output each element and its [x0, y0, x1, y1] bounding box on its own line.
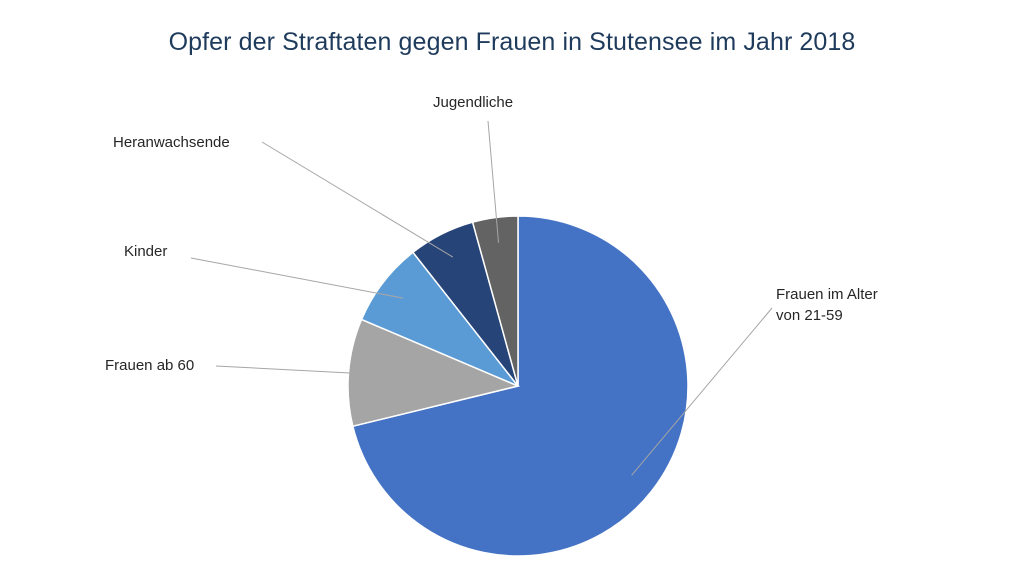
slice-label: Heranwachsende — [113, 134, 230, 151]
leader-line — [631, 307, 773, 476]
leader-lines — [190, 120, 773, 476]
leader-line — [215, 365, 375, 375]
slice-labels: Frauen im Alter von 21-59 Frauen ab 60 Kind… — [105, 94, 878, 374]
leader-line — [190, 257, 404, 299]
slice-label: Frauen im Alter von 21-59 — [776, 286, 878, 324]
pie-slice — [471, 215, 519, 387]
pie-slice — [351, 215, 689, 557]
pie-slices — [347, 215, 689, 557]
pie-slice — [347, 318, 521, 428]
chart-title: Opfer der Straftaten gegen Frauen in Stu… — [168, 28, 856, 56]
slice-label: Frauen ab 60 — [105, 357, 194, 374]
leader-line — [487, 120, 500, 243]
slice-label: Jugendliche — [433, 94, 513, 111]
slice-label: Kinder — [124, 243, 167, 260]
leader-line — [261, 141, 454, 258]
